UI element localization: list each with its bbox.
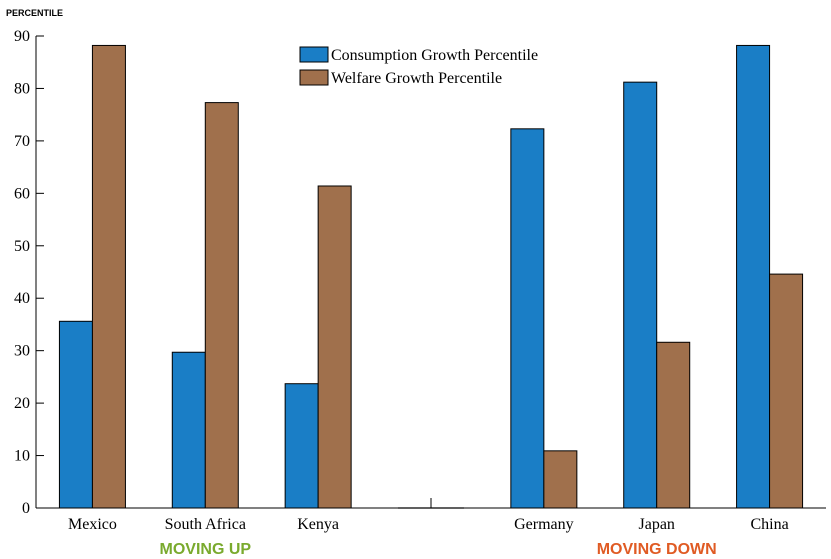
bar-consumption: [172, 352, 205, 508]
y-tick-label: 70: [14, 133, 30, 150]
bar-consumption: [624, 82, 657, 508]
group-labels: MOVING UP MOVING DOWN: [160, 541, 717, 558]
category-label: Germany: [514, 516, 574, 533]
category-label: Japan: [638, 516, 674, 533]
category-labels: Mexico South Africa Kenya Germany Japan China: [68, 516, 789, 533]
y-axis-unit-label: PERCENTILE: [6, 8, 63, 18]
y-tick-label: 10: [14, 448, 30, 465]
bar-consumption: [285, 384, 318, 508]
group-label: MOVING UP: [160, 541, 252, 558]
y-tick-label: 0: [22, 500, 30, 517]
y-tick-label: 40: [14, 290, 30, 307]
bar-welfare: [657, 342, 690, 508]
bar-consumption: [59, 321, 92, 508]
bars: [59, 45, 802, 508]
legend: Consumption Growth Percentile Welfare Gro…: [300, 47, 538, 87]
legend-label: Consumption Growth Percentile: [331, 47, 538, 64]
y-ticks: 0 10 20 30 40 50 60 70 80 90: [14, 28, 44, 517]
bar-welfare: [318, 186, 351, 508]
group-label: MOVING DOWN: [597, 541, 717, 558]
bar-consumption: [737, 45, 770, 508]
bar-welfare: [544, 451, 577, 508]
legend-label: Welfare Growth Percentile: [331, 70, 502, 87]
category-label: Kenya: [297, 516, 339, 533]
y-tick-label: 50: [14, 238, 30, 255]
y-tick-label: 60: [14, 185, 30, 202]
legend-swatch: [300, 70, 328, 85]
y-tick-label: 20: [14, 395, 30, 412]
bar-welfare: [770, 274, 803, 508]
y-tick-label: 90: [14, 28, 30, 45]
category-label: Mexico: [68, 516, 117, 533]
y-tick-label: 30: [14, 343, 30, 360]
y-tick-label: 80: [14, 80, 30, 97]
axes: [36, 36, 826, 508]
bar-welfare: [205, 103, 238, 508]
category-label: South Africa: [165, 516, 246, 533]
category-label: China: [750, 516, 788, 533]
legend-swatch: [300, 47, 328, 62]
bar-consumption: [511, 129, 544, 508]
bar-welfare: [92, 45, 125, 508]
